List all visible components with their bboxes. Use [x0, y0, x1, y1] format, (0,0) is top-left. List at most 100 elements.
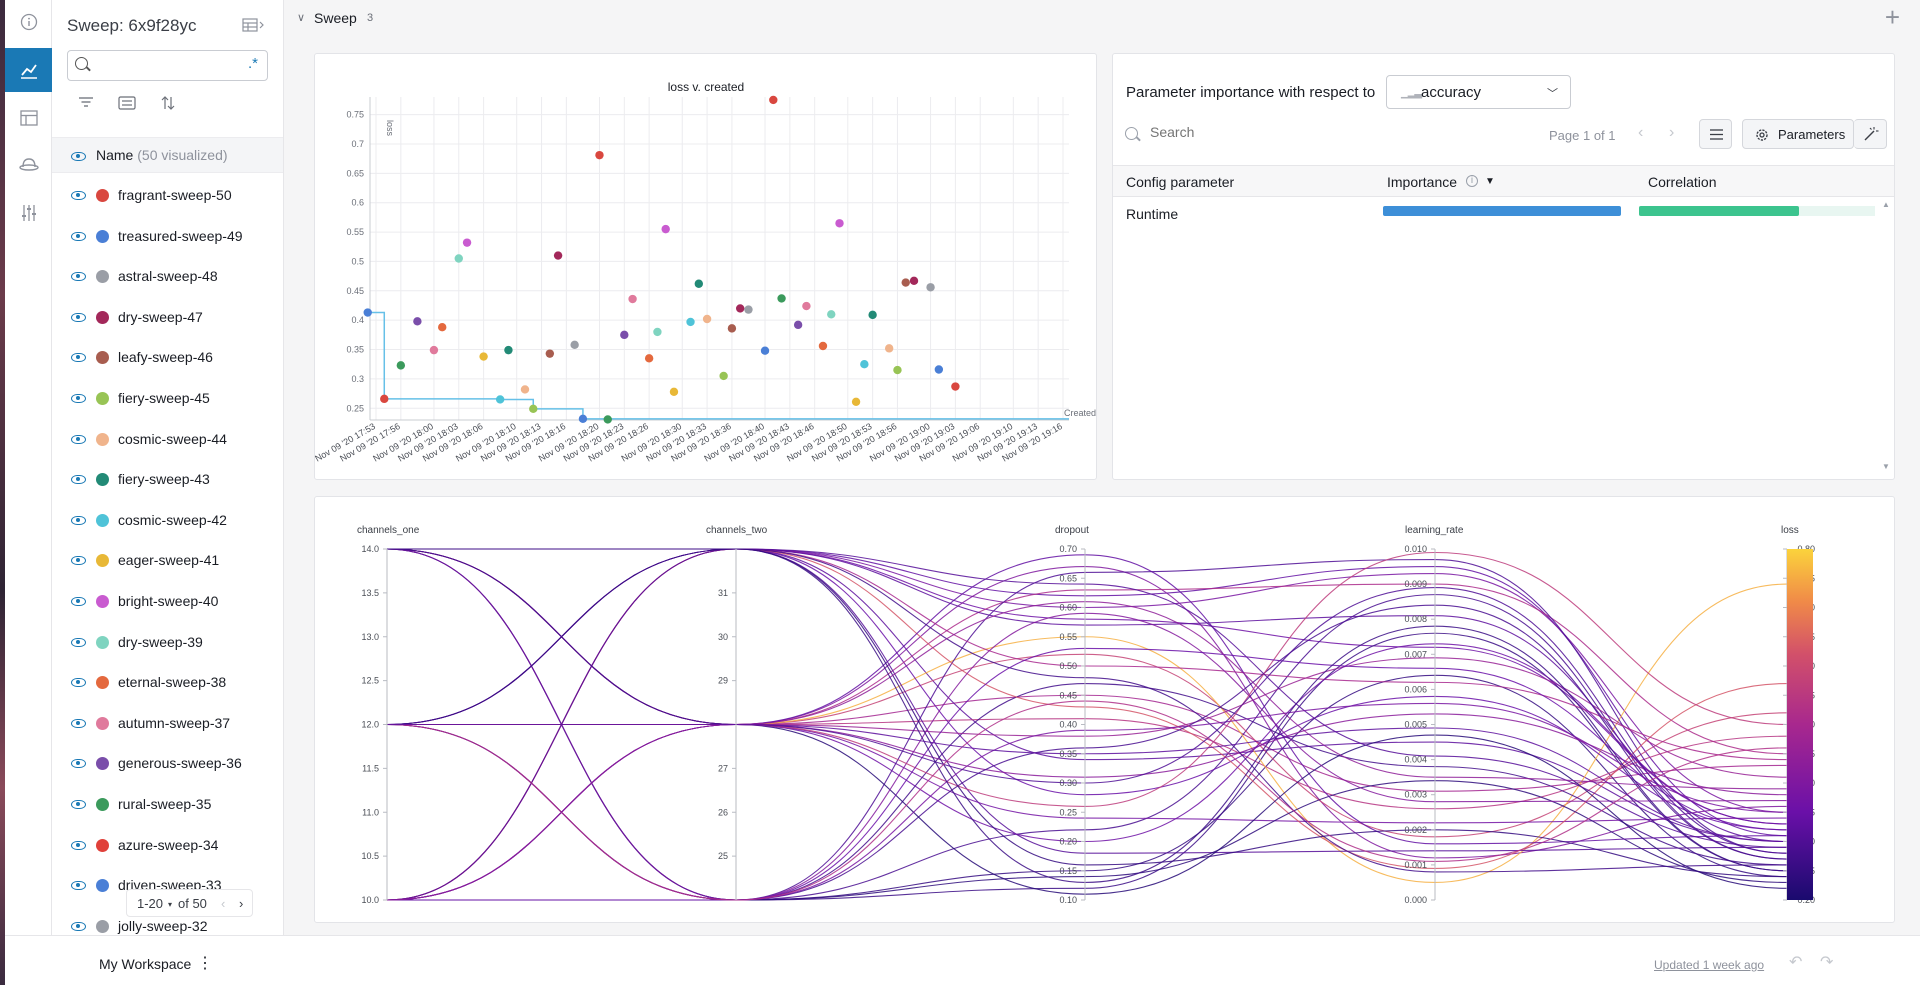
parameters-button[interactable]: Parameters — [1742, 119, 1854, 149]
scatter-point[interactable] — [495, 395, 505, 404]
eye-icon[interactable] — [71, 434, 86, 444]
scatter-point[interactable] — [628, 294, 637, 304]
run-line[interactable] — [387, 548, 1788, 873]
run-line[interactable] — [386, 700, 1788, 901]
run-color-dot[interactable] — [96, 595, 109, 608]
scatter-point[interactable] — [595, 150, 604, 160]
run-row[interactable]: azure-sweep-34 — [52, 825, 283, 865]
eye-icon[interactable] — [71, 475, 86, 485]
run-row[interactable]: generous-sweep-36 — [52, 743, 283, 783]
regex-icon[interactable]: .* — [247, 55, 258, 72]
run-line[interactable] — [386, 601, 1788, 901]
add-panel-icon[interactable]: + — [1884, 2, 1900, 32]
run-color-dot[interactable] — [96, 919, 109, 933]
run-line[interactable] — [386, 548, 1788, 901]
run-name[interactable]: leafy-sweep-46 — [118, 349, 213, 366]
run-name[interactable]: fragrant-sweep-50 — [118, 187, 232, 203]
info-icon[interactable] — [5, 0, 52, 44]
eye-icon[interactable] — [71, 921, 86, 931]
eye-icon[interactable] — [71, 312, 86, 322]
run-line[interactable] — [387, 551, 1788, 807]
run-color-dot[interactable] — [96, 879, 109, 893]
scatter-point[interactable] — [603, 415, 612, 424]
run-color-dot[interactable] — [96, 798, 109, 811]
run-color-dot[interactable] — [96, 716, 109, 730]
scatter-point[interactable] — [827, 310, 836, 319]
run-row[interactable]: autumn-sweep-37 — [52, 703, 283, 743]
importance-row[interactable]: Runtime — [1113, 197, 1883, 231]
run-name[interactable]: eternal-sweep-38 — [118, 674, 227, 691]
run-color-dot[interactable] — [96, 392, 109, 405]
eye-icon[interactable] — [71, 881, 86, 891]
scatter-point[interactable] — [413, 317, 422, 326]
run-line[interactable] — [386, 548, 1788, 878]
scatter-point[interactable] — [934, 365, 944, 374]
eye-icon[interactable] — [71, 840, 86, 850]
group-icon[interactable] — [118, 96, 136, 110]
run-line[interactable] — [387, 548, 1788, 884]
run-color-dot[interactable] — [96, 676, 109, 690]
eye-icon[interactable] — [71, 556, 86, 566]
scatter-point[interactable] — [661, 224, 670, 234]
run-row[interactable]: jolly-sweep-32 — [52, 906, 283, 935]
runs-search[interactable]: .* — [67, 50, 268, 81]
run-row[interactable]: leafy-sweep-46 — [52, 337, 283, 377]
sort-icon[interactable] — [160, 96, 176, 110]
charts-icon[interactable] — [5, 48, 52, 92]
axis-name[interactable]: dropout — [1055, 525, 1089, 536]
scatter-point[interactable] — [454, 254, 463, 263]
run-name[interactable]: cosmic-sweep-42 — [118, 511, 227, 528]
metric-select[interactable]: ▁▂▃ accuracy ﹀ — [1386, 75, 1571, 109]
redo-icon[interactable]: ↷ — [1820, 954, 1834, 971]
sort-desc-icon[interactable]: ▼ — [1485, 176, 1495, 187]
scatter-point[interactable] — [429, 345, 439, 355]
run-line[interactable] — [386, 632, 1788, 901]
scatter-point[interactable] — [926, 283, 935, 292]
pager-range[interactable]: 1-20 — [137, 896, 164, 911]
run-color-dot[interactable] — [96, 229, 109, 243]
run-color-dot[interactable] — [96, 351, 109, 365]
scatter-point[interactable] — [570, 340, 579, 350]
scatter-point[interactable] — [893, 365, 902, 375]
run-name[interactable]: eager-sweep-41 — [118, 552, 220, 569]
sliders-icon[interactable] — [5, 191, 52, 235]
collapse-chevron-icon[interactable]: ∨ — [297, 12, 306, 24]
scatter-point[interactable] — [686, 317, 695, 327]
scatter-point[interactable] — [909, 276, 919, 286]
scatter-point[interactable] — [578, 414, 588, 424]
param-search[interactable] — [1125, 120, 1425, 150]
run-color-dot[interactable] — [96, 310, 109, 324]
run-color-dot[interactable] — [96, 189, 109, 202]
run-color-dot[interactable] — [96, 838, 109, 852]
scatter-point[interactable] — [777, 294, 786, 303]
run-name[interactable]: treasured-sweep-49 — [118, 227, 243, 244]
scatter-point[interactable] — [644, 354, 654, 363]
eye-icon[interactable] — [71, 191, 86, 200]
run-color-dot[interactable] — [96, 270, 109, 284]
run-row[interactable]: astral-sweep-48 — [52, 256, 283, 296]
run-color-dot[interactable] — [96, 513, 109, 527]
run-name[interactable]: bright-sweep-40 — [118, 593, 219, 609]
scatter-point[interactable] — [719, 371, 728, 381]
run-line[interactable] — [386, 548, 1788, 854]
pager-next-icon[interactable]: › — [239, 896, 244, 911]
run-line[interactable] — [386, 548, 1788, 895]
run-color-dot[interactable] — [96, 473, 109, 487]
col-importance[interactable]: Importance — [1387, 174, 1458, 190]
run-row[interactable]: dry-sweep-39 — [52, 622, 283, 662]
axis-name[interactable]: channels_two — [706, 525, 768, 536]
eye-icon[interactable] — [71, 272, 86, 282]
run-name[interactable]: dry-sweep-47 — [118, 308, 203, 325]
scatter-point[interactable] — [835, 219, 844, 228]
run-name[interactable]: azure-sweep-34 — [118, 836, 219, 853]
run-row[interactable]: eternal-sweep-38 — [52, 662, 283, 702]
run-line[interactable] — [386, 548, 1788, 901]
run-line[interactable] — [387, 723, 1788, 843]
axis-name[interactable]: learning_rate — [1405, 525, 1464, 536]
run-name[interactable]: cosmic-sweep-44 — [118, 430, 227, 447]
scatter-point[interactable] — [529, 404, 538, 414]
scatter-point[interactable] — [760, 346, 770, 355]
scroll-up-icon[interactable]: ▲ — [1882, 200, 1890, 209]
run-row[interactable]: dry-sweep-47 — [52, 297, 283, 337]
run-row[interactable]: fiery-sweep-45 — [52, 378, 283, 418]
